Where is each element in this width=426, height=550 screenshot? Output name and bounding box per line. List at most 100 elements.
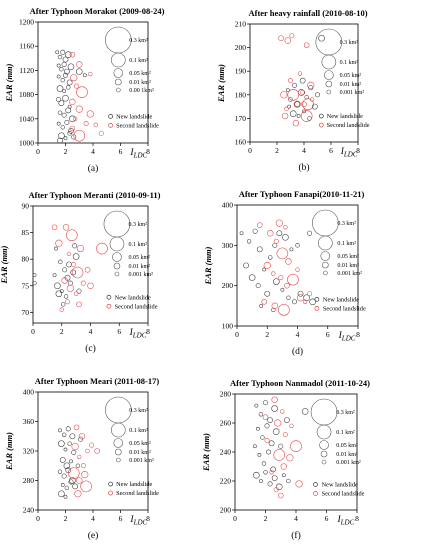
- data-point-new-landslide: [56, 96, 62, 102]
- data-point-new-landslide: [271, 307, 276, 313]
- chart-title: After heavy rainfall (2010-08-10): [248, 8, 367, 18]
- data-point-new-landslide: [270, 466, 276, 473]
- x-tick-label: 8: [356, 146, 360, 155]
- size-legend-label: 0.3 km²: [129, 408, 148, 414]
- data-point-second-landslide: [94, 448, 100, 454]
- x-tick-label: 6: [119, 147, 123, 156]
- data-point-second-landslide: [80, 463, 86, 469]
- data-point-second-landslide: [289, 423, 294, 429]
- legend-label: New landslide: [115, 294, 151, 301]
- data-point-new-landslide: [287, 104, 292, 109]
- data-point-new-landslide: [69, 459, 73, 464]
- data-point-new-landslide: [60, 125, 65, 130]
- data-point-second-landslide: [307, 291, 313, 297]
- data-point-new-landslide: [69, 433, 76, 440]
- data-point-new-landslide: [271, 405, 278, 412]
- x-axis-label-main: I: [129, 148, 134, 158]
- y-tick-label: 1120: [19, 66, 34, 75]
- data-point-second-landslide: [69, 125, 76, 132]
- data-point-new-landslide: [63, 294, 69, 299]
- size-legend-circle: [112, 252, 122, 262]
- data-point-second-landslide: [273, 487, 279, 493]
- data-point-second-landslide: [275, 219, 283, 227]
- chart-panel: After Typhoon Morakot (2009-08-24) 0 2 4 6 8 1…: [4, 6, 165, 174]
- chart-title: After Typhoon Morakot (2009-08-24): [30, 6, 165, 16]
- y-tick-label: 280: [23, 476, 35, 485]
- data-point-second-landslide: [282, 432, 288, 438]
- data-point-new-landslide: [308, 85, 314, 91]
- legend-label: Second landslide: [116, 123, 159, 130]
- size-legend-label: 0.01 km²: [340, 82, 362, 88]
- size-legend-label: 0.1 km²: [336, 430, 355, 436]
- data-point-second-landslide: [61, 277, 68, 284]
- data-point-second-landslide: [307, 81, 315, 89]
- x-tick-label: 4: [302, 146, 306, 155]
- data-point-second-landslide: [285, 258, 292, 265]
- size-legend-circle: [316, 424, 332, 440]
- x-tick-label: 0: [36, 147, 40, 156]
- x-tick-label: 2: [64, 514, 68, 523]
- data-point-second-landslide: [297, 71, 303, 76]
- data-point-second-landslide: [287, 89, 299, 101]
- data-point-second-landslide: [309, 97, 315, 102]
- data-point-second-landslide: [88, 71, 93, 77]
- data-point-new-landslide: [271, 475, 278, 481]
- legend-label: Second landslide: [323, 306, 366, 313]
- data-point-new-landslide: [52, 273, 57, 278]
- size-legend-label: 0.05 km²: [129, 441, 151, 447]
- data-point-new-landslide: [273, 278, 280, 285]
- size-legend-circle: [103, 210, 131, 238]
- legend-marker: [318, 122, 324, 128]
- data-point-new-landslide: [67, 63, 75, 71]
- data-point-second-landslide: [76, 244, 85, 253]
- x-tick-label: 0: [248, 146, 252, 155]
- legend-marker: [314, 297, 320, 302]
- data-point-second-landslide: [76, 301, 82, 308]
- data-point-second-landslide: [51, 224, 58, 231]
- size-legend-circle: [105, 26, 132, 54]
- y-axis-label: EAR (mm): [4, 63, 14, 102]
- data-point-new-landslide: [72, 253, 80, 260]
- x-tick-label: 2: [264, 514, 268, 523]
- data-point-new-landslide: [32, 280, 37, 286]
- panel-caption: (b): [298, 162, 309, 173]
- size-legend-label: 0.1 km²: [340, 60, 359, 66]
- data-point-second-landslide: [284, 282, 290, 289]
- y-axis-label: EAR (mm): [201, 433, 211, 472]
- data-point-new-landslide: [318, 34, 325, 42]
- data-point-second-landslide: [93, 122, 98, 128]
- data-point-new-landslide: [61, 112, 67, 118]
- legend-marker: [108, 123, 113, 128]
- data-point-new-landslide: [56, 121, 61, 126]
- data-point-second-landslide: [76, 61, 83, 68]
- data-point-second-landslide: [74, 83, 79, 89]
- x-tick-label: 2: [60, 327, 64, 336]
- data-point-second-landslide: [295, 480, 303, 488]
- data-point-second-landslide: [271, 271, 276, 276]
- data-point-new-landslide: [62, 267, 68, 273]
- data-point-new-landslide: [63, 136, 68, 141]
- x-axis-label: ILDC: [338, 331, 356, 343]
- data-point-new-landslide: [278, 443, 284, 449]
- data-point-second-landslide: [67, 467, 80, 479]
- size-legend-circle: [115, 448, 122, 456]
- data-point-new-landslide: [66, 79, 73, 86]
- size-legend-circle: [323, 270, 328, 276]
- data-point-new-landslide: [259, 479, 263, 483]
- data-point-second-landslide: [293, 100, 301, 108]
- data-point-second-landslide: [86, 110, 94, 118]
- x-axis-label: ILDC: [129, 148, 147, 160]
- y-axis-label: EAR (mm): [216, 64, 226, 103]
- data-point-second-landslide: [269, 470, 274, 475]
- data-point-new-landslide: [288, 97, 293, 102]
- data-point-new-landslide: [243, 262, 249, 269]
- data-point-second-landslide: [281, 112, 289, 120]
- data-point-new-landslide: [256, 246, 263, 253]
- y-tick-label: 100: [222, 322, 234, 331]
- data-point-new-landslide: [275, 483, 283, 491]
- data-point-new-landslide: [255, 283, 261, 289]
- size-legend-label: 0.01 km²: [336, 452, 358, 458]
- data-point-second-landslide: [85, 448, 90, 454]
- data-point-new-landslide: [295, 243, 300, 248]
- size-legend-circle: [318, 235, 333, 251]
